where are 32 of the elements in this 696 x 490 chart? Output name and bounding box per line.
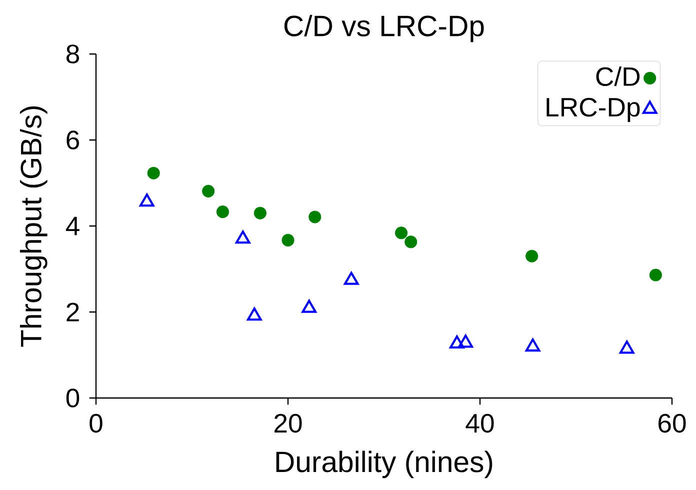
point xyxy=(404,236,418,248)
chart-title: C/D vs LRC-Dp xyxy=(284,14,484,42)
point xyxy=(395,226,408,240)
y-tick-label: 0 xyxy=(66,388,80,408)
y-tick-label: 8 xyxy=(66,44,80,64)
x-tick-label: 60 xyxy=(658,414,686,433)
x-tick-label: 0 xyxy=(90,414,102,433)
point xyxy=(458,334,474,348)
point xyxy=(282,234,294,246)
point xyxy=(649,268,662,282)
point xyxy=(202,184,215,198)
point xyxy=(216,206,229,218)
point xyxy=(619,340,634,354)
point xyxy=(450,335,464,349)
point xyxy=(254,206,266,220)
x-tick-label: 40 xyxy=(466,414,494,433)
point xyxy=(525,338,540,352)
point xyxy=(308,210,322,224)
legend-label: LRC-Dp xyxy=(546,98,640,122)
point xyxy=(526,250,538,262)
y-tick-label: 6 xyxy=(66,130,80,150)
point xyxy=(246,307,262,321)
legend-label: C/D xyxy=(596,66,640,86)
y-axis-title: Throughput (GB/s) xyxy=(20,106,48,347)
point xyxy=(235,230,250,244)
point xyxy=(302,300,317,313)
y-tick-label: 4 xyxy=(66,216,80,236)
x-axis-title: Durability (nines) xyxy=(276,450,492,478)
x-tick-label: 20 xyxy=(274,414,302,433)
y-tick-label: 2 xyxy=(66,302,79,322)
point xyxy=(344,272,359,285)
point xyxy=(147,166,160,180)
